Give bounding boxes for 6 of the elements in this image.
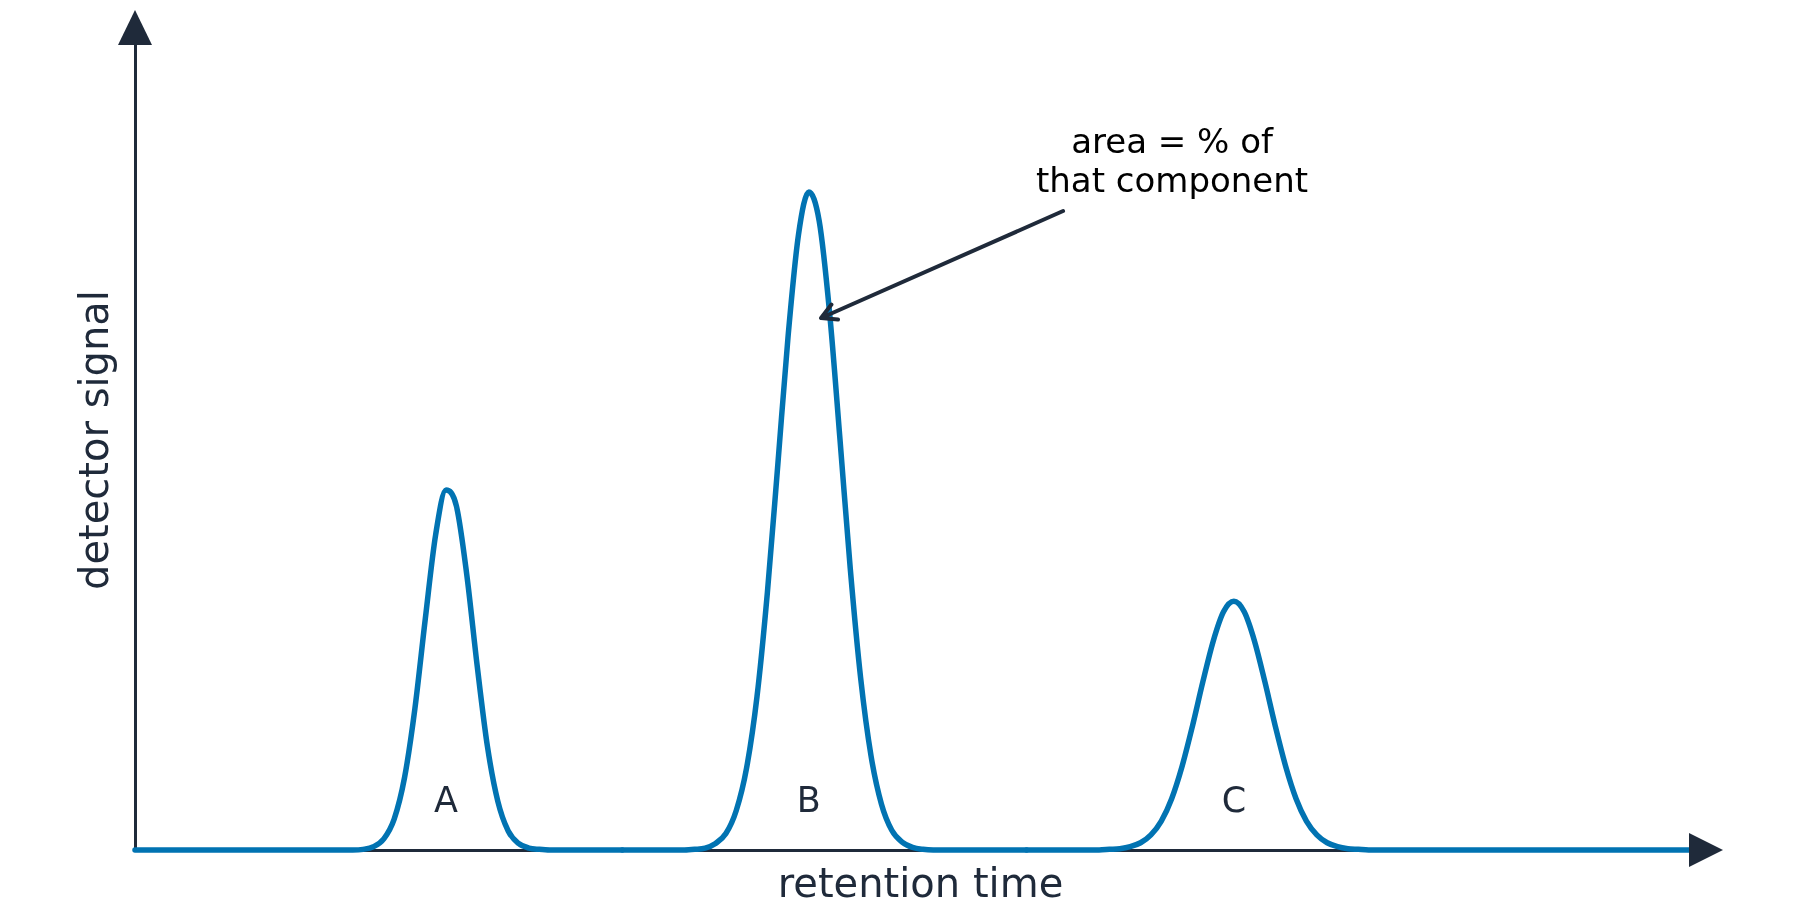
x-axis-title: retention time xyxy=(777,860,1064,906)
series-label: B xyxy=(796,780,821,820)
annotation: area = % of that component xyxy=(1035,121,1309,201)
y-axis-title: detector signal xyxy=(71,290,118,590)
series-label: C xyxy=(1221,780,1247,820)
series-label: A xyxy=(434,780,459,820)
